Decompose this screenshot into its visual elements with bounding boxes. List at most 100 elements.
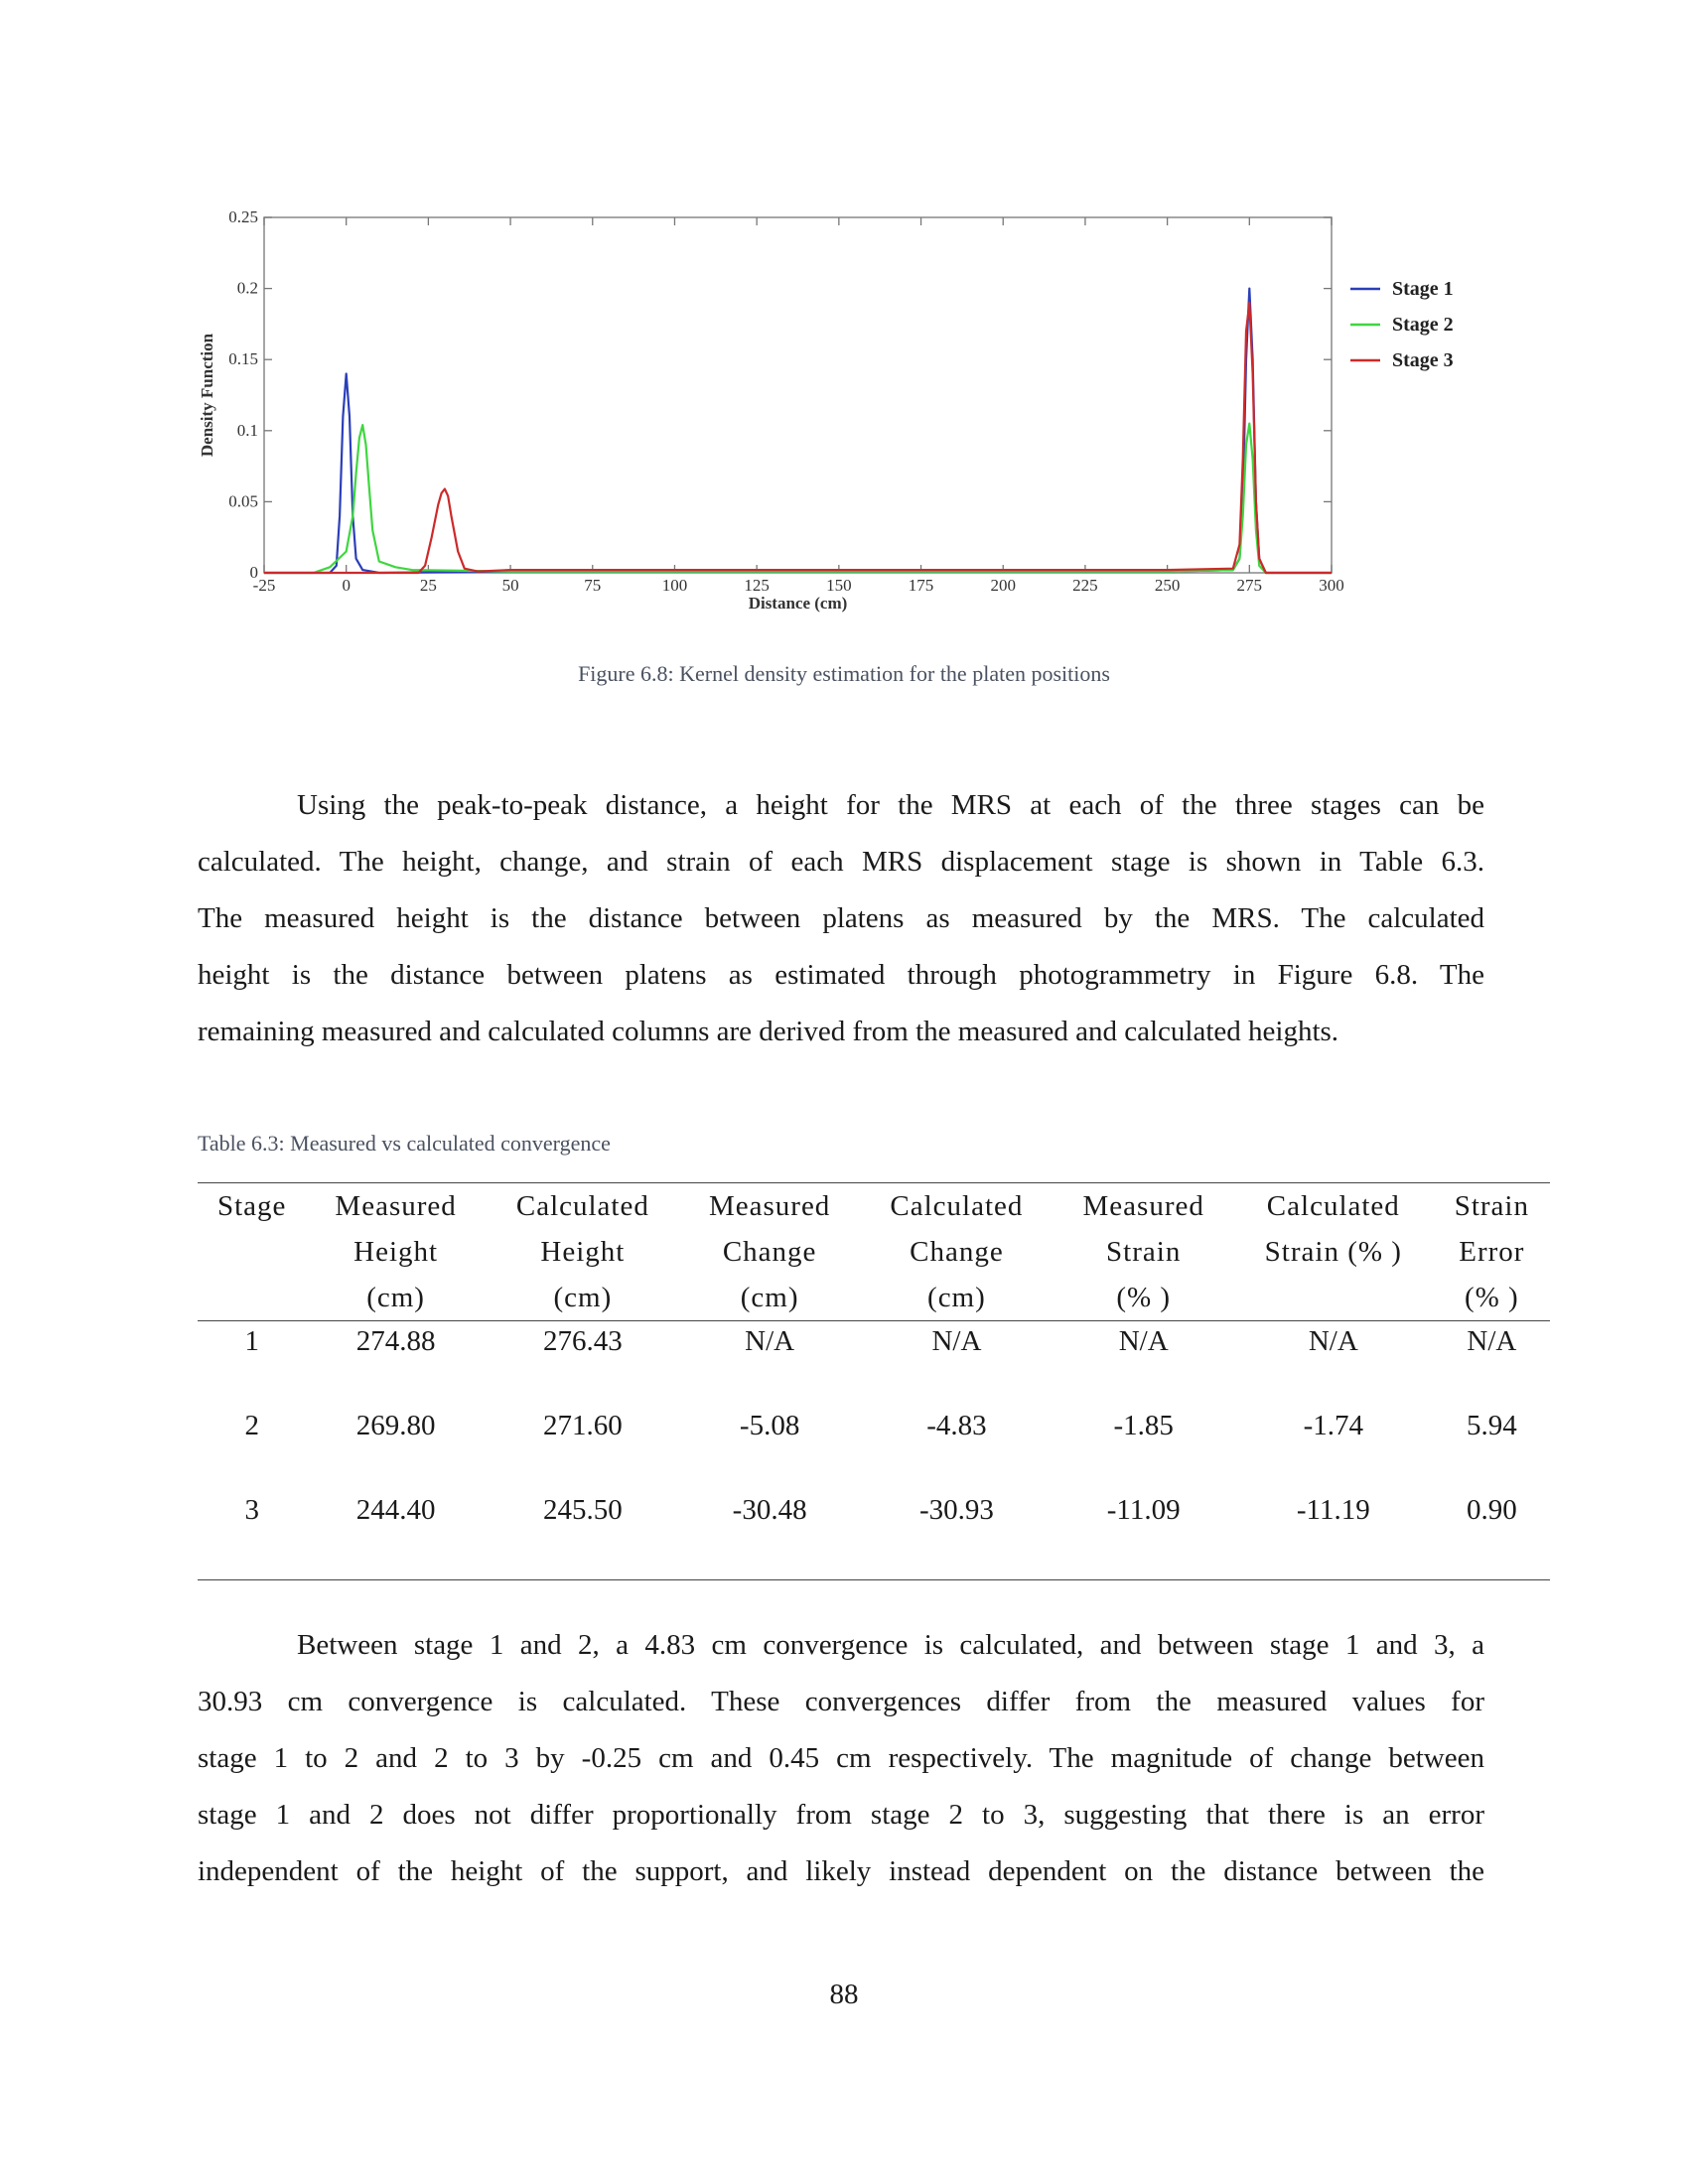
paragraph-line: remaining measured and calculated column… bbox=[198, 1016, 1339, 1047]
table-cell: N/A bbox=[1308, 1325, 1358, 1357]
header-line: Strain bbox=[1106, 1236, 1182, 1268]
header-line: Height bbox=[540, 1236, 626, 1268]
table-header-cell: Stage bbox=[198, 1183, 306, 1321]
table-caption: Table 6.3: Measured vs calculated conver… bbox=[198, 1131, 611, 1156]
series-line-1 bbox=[264, 287, 1332, 575]
header-line: Stage bbox=[216, 1190, 287, 1222]
paragraph-line: stage 1 and 2 does not differ proportion… bbox=[198, 1799, 1484, 1831]
header-line: (cm) bbox=[366, 1282, 425, 1313]
header-line: Strain bbox=[1454, 1190, 1529, 1222]
header-line: Strain (% ) bbox=[1264, 1236, 1402, 1268]
paragraph-1: Using the peak-to-peak distance, a heigh… bbox=[198, 777, 1484, 1060]
page-number: 88 bbox=[829, 1979, 859, 2010]
table-cell: 269.80 bbox=[355, 1410, 436, 1441]
header-line: (% ) bbox=[1464, 1282, 1519, 1313]
paragraph-line: Between stage 1 and 2, a 4.83 cm converg… bbox=[297, 1629, 1484, 1661]
header-line: (cm) bbox=[927, 1282, 986, 1313]
legend-label: Stage 3 bbox=[1392, 349, 1454, 371]
x-tick-label: 50 bbox=[502, 576, 519, 595]
y-tick-label: 0.2 bbox=[237, 279, 258, 298]
y-axis-label-group: Density Function bbox=[198, 333, 216, 457]
table-cell: N/A bbox=[745, 1325, 795, 1357]
y-tick-label: 0.1 bbox=[237, 421, 258, 440]
paragraph-line: independent of the height of the support… bbox=[198, 1855, 1484, 1887]
header-line: Calculated bbox=[515, 1190, 649, 1222]
table-cell: -1.85 bbox=[1113, 1410, 1174, 1441]
header-line: Error bbox=[1459, 1236, 1525, 1268]
y-tick-label: 0.05 bbox=[228, 491, 258, 510]
table-cell: -5.08 bbox=[739, 1410, 800, 1441]
legend-label: Stage 1 bbox=[1392, 278, 1454, 300]
legend-label: Stage 2 bbox=[1392, 314, 1454, 336]
header-line: Calculated bbox=[890, 1190, 1024, 1222]
header-line: (cm) bbox=[553, 1282, 613, 1313]
table-header: Stage Measured Height (cm) Calculated Height (… bbox=[198, 1182, 1550, 1321]
x-tick-label: 150 bbox=[826, 576, 852, 595]
x-tick-label: 125 bbox=[744, 576, 770, 595]
table-cell: -11.19 bbox=[1296, 1494, 1370, 1526]
paragraph-line: height is the distance between platens a… bbox=[198, 959, 1484, 991]
table-header-cell: Calculated Strain (% ) bbox=[1233, 1183, 1434, 1321]
y-tick-label: 0.15 bbox=[228, 349, 258, 368]
table-header-cell: Measured Height (cm) bbox=[306, 1183, 485, 1321]
header-line: (% ) bbox=[1116, 1282, 1172, 1313]
paragraph-line: 30.93 cm convergence is calculated. Thes… bbox=[198, 1686, 1484, 1717]
table-row: 3 244.40 245.50 -30.48 -30.93 -11.09 -11.19 0.9… bbox=[198, 1490, 1550, 1580]
x-tick-label: 25 bbox=[420, 576, 437, 595]
table-row: 1 274.88 276.43 N/A N/A N/A N/A N/A bbox=[198, 1321, 1550, 1407]
x-tick-label: 0 bbox=[342, 576, 351, 595]
table-cell: 5.94 bbox=[1466, 1410, 1517, 1441]
x-tick-label: 75 bbox=[584, 576, 601, 595]
x-tick-label: -25 bbox=[253, 576, 276, 595]
table-header-row: Stage Measured Height (cm) Calculated Height (… bbox=[198, 1183, 1550, 1321]
y-tick-label: 0.25 bbox=[228, 207, 258, 226]
table-cell: 2 bbox=[244, 1410, 259, 1441]
x-tick-label: 225 bbox=[1072, 576, 1098, 595]
table-row: 2 269.80 271.60 -5.08 -4.83 -1.85 -1.74 5.94 bbox=[198, 1406, 1550, 1490]
table-header-cell: Calculated Change (cm) bbox=[859, 1183, 1054, 1321]
paragraph-2: Between stage 1 and 2, a 4.83 cm converg… bbox=[198, 1617, 1484, 1900]
header-line: (cm) bbox=[740, 1282, 799, 1313]
table-header-cell: Measured Change (cm) bbox=[680, 1183, 859, 1321]
x-axis-label: Distance (cm) bbox=[749, 594, 848, 613]
table-cell: N/A bbox=[1118, 1325, 1169, 1357]
table-cell: -30.48 bbox=[732, 1494, 807, 1526]
plot-area: -25 0 25 50 75 100 125 150 175 200 225 250 275 30000.… bbox=[228, 207, 1344, 613]
paragraph-line: Using the peak-to-peak distance, a heigh… bbox=[297, 789, 1484, 821]
x-tick-label: 100 bbox=[662, 576, 688, 595]
table-cell: 244.40 bbox=[355, 1494, 436, 1526]
series-line-3 bbox=[264, 301, 1332, 575]
table-body: 1 274.88 276.43 N/A N/A N/A N/A N/A 2 269.80 271.6… bbox=[198, 1321, 1550, 1580]
header-line: Change bbox=[910, 1236, 1004, 1268]
plot-frame bbox=[263, 216, 1333, 574]
table-cell: N/A bbox=[1467, 1325, 1517, 1357]
x-tick-label: 175 bbox=[909, 576, 934, 595]
table-cell: 276.43 bbox=[542, 1325, 623, 1357]
series-line-2 bbox=[264, 422, 1332, 575]
kde-chart: -25 0 25 50 75 100 125 150 175 200 225 250 275 30000.… bbox=[198, 207, 1454, 613]
table-cell: -4.83 bbox=[926, 1410, 987, 1441]
table-header-cell: Calculated Height (cm) bbox=[486, 1183, 680, 1321]
table-cell: 271.60 bbox=[542, 1410, 623, 1441]
table-cell: 274.88 bbox=[355, 1325, 436, 1357]
table-cell: 3 bbox=[244, 1494, 259, 1526]
paragraph-line: The measured height is the distance betw… bbox=[198, 902, 1484, 934]
paragraph-line: calculated. The height, change, and stra… bbox=[198, 846, 1484, 878]
x-tick-label: 250 bbox=[1155, 576, 1181, 595]
header-line: Measured bbox=[708, 1190, 831, 1222]
header-line: Calculated bbox=[1266, 1190, 1400, 1222]
header-line: Measured bbox=[1082, 1190, 1204, 1222]
table-cell: -11.09 bbox=[1106, 1494, 1181, 1526]
table-cell: 0.90 bbox=[1466, 1494, 1517, 1526]
table-header-cell: Strain Error (% ) bbox=[1434, 1183, 1550, 1321]
paragraph-line: stage 1 to 2 and 2 to 3 by -0.25 cm and … bbox=[198, 1742, 1484, 1774]
header-line: Measured bbox=[335, 1190, 457, 1222]
x-tick-label: 275 bbox=[1237, 576, 1263, 595]
table-cell: 245.50 bbox=[542, 1494, 623, 1526]
table-cell: -1.74 bbox=[1303, 1410, 1364, 1441]
table-cell: 1 bbox=[244, 1325, 259, 1357]
table-header-cell: Measured Strain (% ) bbox=[1054, 1183, 1232, 1321]
x-tick-label: 300 bbox=[1319, 576, 1344, 595]
y-axis-label: Density Function bbox=[198, 333, 216, 457]
x-tick-label: 200 bbox=[990, 576, 1016, 595]
